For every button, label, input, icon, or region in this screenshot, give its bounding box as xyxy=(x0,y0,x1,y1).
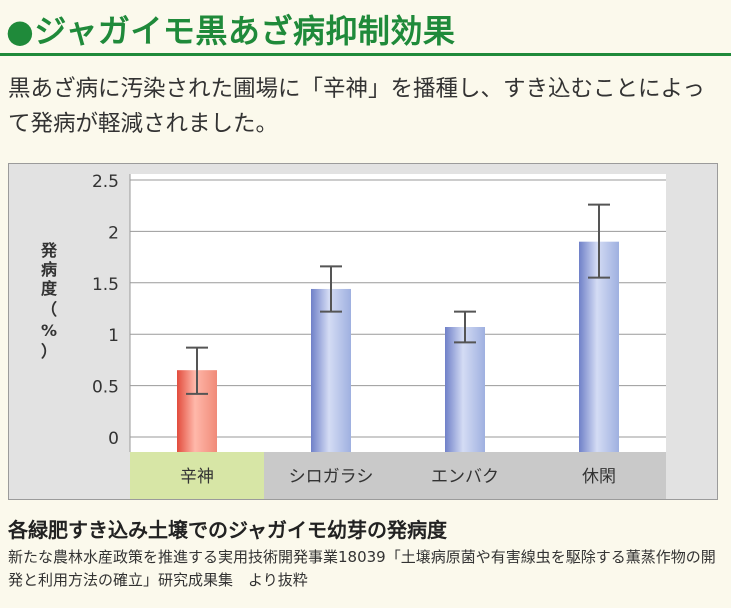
y-tick-label: 0 xyxy=(108,429,119,449)
y-tick-label: 2 xyxy=(108,223,119,243)
page-title: ●ジャガイモ黒あざ病抑制効果 xyxy=(6,12,456,50)
category-label: エンバク xyxy=(431,467,499,487)
bar-chart: 0 0.5 1 1.5 2 2.5 発病度（%） 辛神 シロガラシ エンバク 休閑 xyxy=(40,172,666,499)
y-tick-label: 0.5 xyxy=(92,378,119,398)
y-tick-label: 2.5 xyxy=(92,172,119,192)
category-highlight xyxy=(130,452,264,499)
y-axis-label: 発病度（%） xyxy=(40,241,58,361)
plot-area xyxy=(130,174,666,452)
y-tick-label: 1.5 xyxy=(92,275,119,295)
bar xyxy=(311,288,351,452)
title-bar: ●ジャガイモ黒あざ病抑制効果 xyxy=(0,0,731,56)
y-tick-label: 1 xyxy=(108,326,119,346)
category-label: 休閑 xyxy=(582,467,616,487)
category-label: 辛神 xyxy=(180,467,214,487)
source-note: 新たな農林水産政策を推進する実用技術開発事業18039「土壌病原菌や有害線虫を駆… xyxy=(8,548,716,589)
lead-text: 黒あざ病に汚染された圃場に「辛神」を播種し、すき込むことによって発病が軽減されま… xyxy=(8,76,705,137)
category-label: シロガラシ xyxy=(289,467,374,487)
chart-frame: 0 0.5 1 1.5 2 2.5 発病度（%） 辛神 シロガラシ エンバク 休閑 xyxy=(8,163,718,500)
chart-caption: 各緑肥すき込み土壌でのジャガイモ幼芽の発病度 xyxy=(8,518,447,542)
bar xyxy=(445,327,485,452)
